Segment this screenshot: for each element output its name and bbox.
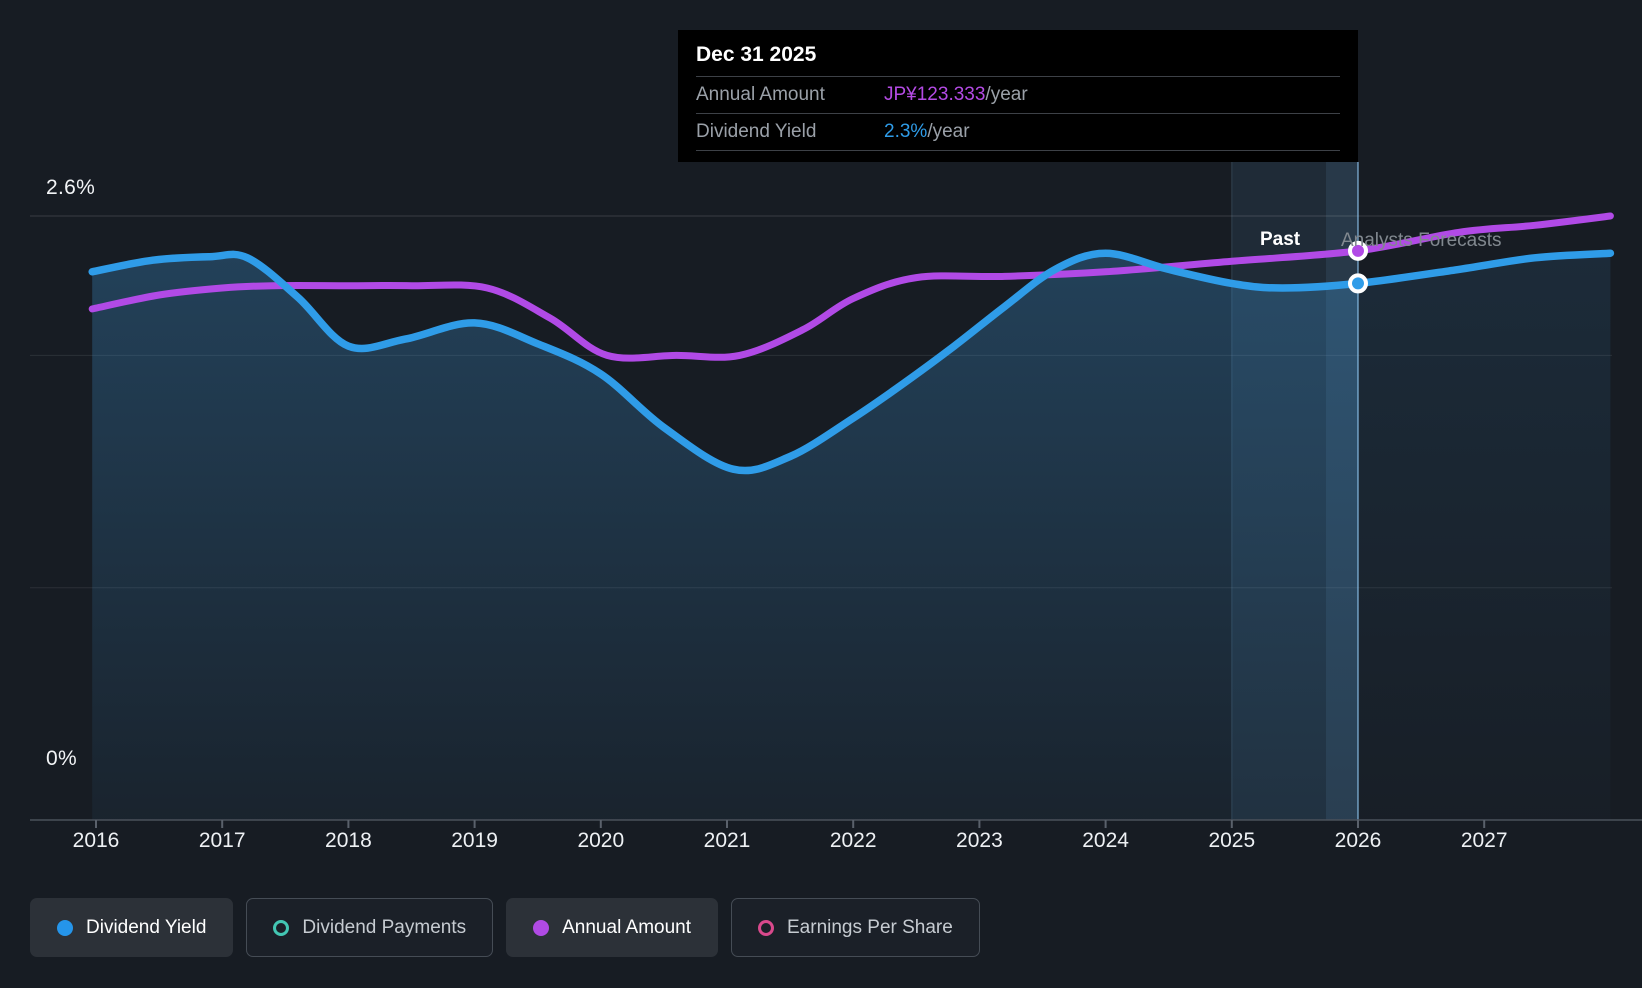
x-axis-label: 2017 — [198, 829, 246, 852]
analysts-forecasts-label: Analysts Forecasts — [1341, 230, 1502, 251]
tooltip-value-suffix: /year — [985, 84, 1028, 105]
x-axis-label: 2025 — [1208, 829, 1256, 852]
x-axis-label: 2023 — [956, 829, 1003, 852]
legend-label: Earnings Per Share — [787, 916, 953, 938]
legend: Dividend Yield Dividend Payments Annual … — [30, 898, 980, 957]
annual-amount-line — [88, 212, 1614, 362]
dividend-yield-line — [88, 249, 1615, 475]
earnings-per-share-circle-icon — [758, 919, 774, 936]
tooltip-row-annual-amount: Annual Amount JP¥123.333 /year — [696, 77, 1340, 114]
tooltip-label: Annual Amount — [696, 84, 825, 105]
tooltip-label: Dividend Yield — [696, 121, 817, 142]
legend-label: Dividend Payments — [302, 916, 467, 938]
x-axis-label: 2024 — [1082, 829, 1129, 852]
dividend-payments-circle-icon — [273, 919, 290, 936]
x-axis-label: 2018 — [325, 829, 372, 852]
yield-area-past — [92, 253, 1359, 820]
x-axis-label: 2019 — [451, 829, 498, 852]
y-axis-label-min: 0% — [46, 747, 77, 770]
tooltip-value: 2.3% — [884, 121, 928, 142]
y-axis-label-max: 2.6% — [46, 176, 96, 199]
dividend-yield-dot-icon — [57, 919, 73, 936]
tooltip-value: JP¥123.333 — [884, 84, 986, 105]
dividend-yield-marker — [1348, 273, 1368, 294]
tooltip-row-dividend-yield: Dividend Yield 2.3% /year — [696, 114, 1340, 151]
yield-area-forecast — [1358, 253, 1611, 820]
annual-amount-dot-icon — [533, 919, 550, 936]
x-axis-label: 2022 — [829, 829, 877, 852]
x-axis-label: 2026 — [1334, 829, 1382, 852]
past-label: Past — [1260, 229, 1301, 250]
legend-label: Dividend Yield — [86, 916, 207, 938]
x-axis-label: 2027 — [1460, 829, 1508, 852]
tooltip-value-suffix: /year — [927, 121, 970, 142]
legend-button-annual-amount[interactable]: Annual Amount — [506, 898, 718, 957]
x-axis-label: 2021 — [703, 829, 751, 852]
tooltip: Dec 31 2025 Annual Amount JP¥123.333 /ye… — [678, 30, 1358, 162]
tooltip-date: Dec 31 2025 — [696, 39, 1340, 77]
x-axis-label: 2016 — [72, 829, 120, 852]
annual-amount-marker — [1348, 240, 1368, 261]
x-axis-label: 2020 — [577, 829, 625, 852]
legend-button-earnings-per-share[interactable]: Earnings Per Share — [731, 898, 980, 957]
legend-button-dividend-payments[interactable]: Dividend Payments — [246, 898, 494, 957]
legend-button-dividend-yield[interactable]: Dividend Yield — [30, 898, 234, 957]
legend-label: Annual Amount — [562, 916, 691, 938]
